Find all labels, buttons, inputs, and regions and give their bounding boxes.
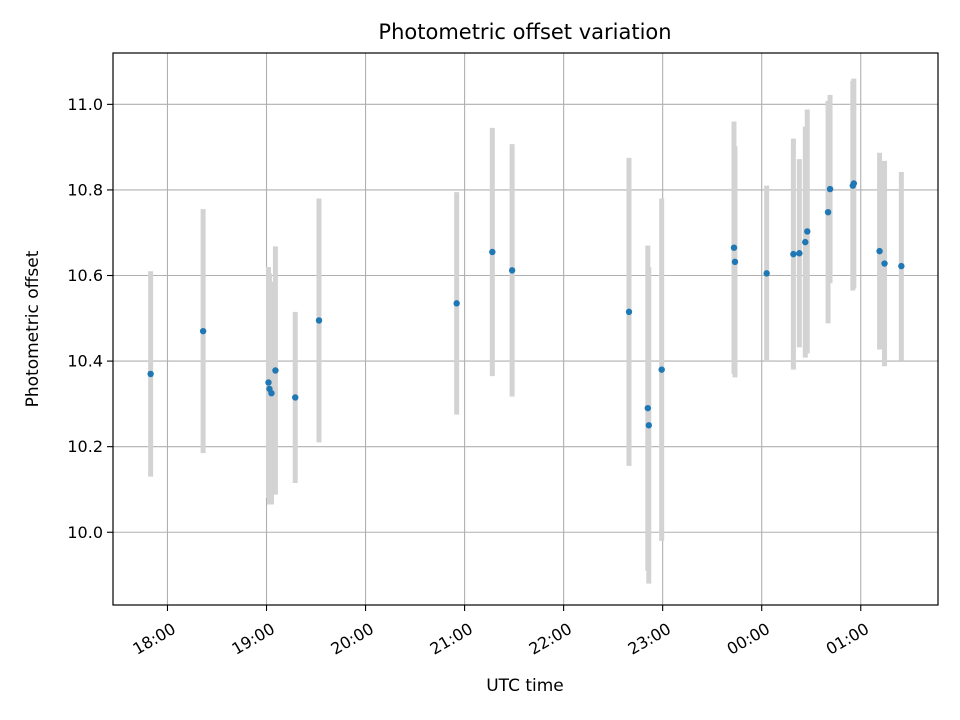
y-tick-label: 10.6: [67, 266, 103, 285]
data-point: [802, 238, 809, 246]
y-tick-label: 10.8: [67, 180, 103, 199]
data-point: [763, 270, 770, 277]
data-point: [508, 267, 516, 274]
data-point: [453, 300, 460, 307]
data-point: [731, 258, 739, 266]
data-point: [268, 389, 275, 397]
data-points: [147, 180, 905, 429]
data-point: [272, 367, 279, 374]
x-axis-label: UTC time: [486, 676, 564, 696]
data-point: [730, 244, 738, 251]
errorbars: [148, 78, 904, 584]
data-point: [625, 308, 633, 316]
data-point: [489, 248, 496, 256]
x-tick-label: 20:00: [328, 619, 377, 659]
x-tick-label: 21:00: [427, 619, 476, 659]
data-point: [645, 422, 653, 429]
data-point: [147, 370, 154, 378]
x-tick-label: 18:00: [129, 619, 178, 659]
x-tick-label: 22:00: [526, 619, 575, 659]
y-tick-label: 10.0: [67, 523, 103, 542]
data-point: [315, 317, 323, 324]
data-point: [265, 379, 272, 386]
y-tick-label: 11.0: [67, 95, 103, 114]
chart-title: Photometric offset variation: [378, 20, 671, 44]
data-point: [876, 247, 883, 255]
y-tick-label: 10.4: [67, 352, 103, 371]
data-point: [898, 262, 905, 270]
data-point: [292, 394, 299, 401]
grid: [113, 53, 938, 605]
data-point: [790, 250, 797, 258]
data-point: [796, 250, 803, 257]
x-axis-ticks: 18:00 19:00 20:00 21:00 22:00 23:00 00:00 01:00: [129, 605, 872, 659]
x-tick-label: 19:00: [228, 619, 277, 659]
data-point: [824, 208, 832, 216]
data-point: [881, 260, 888, 267]
y-axis-label: Photometric offset: [23, 250, 43, 407]
data-point: [850, 180, 858, 187]
x-tick-label: 01:00: [823, 619, 872, 659]
data-point: [804, 228, 811, 235]
data-point: [199, 327, 207, 335]
x-tick-label: 23:00: [625, 619, 674, 659]
y-tick-label: 10.2: [67, 437, 103, 456]
y-axis-ticks: 10.0 10.2 10.4 10.6 10.8 11.0: [67, 95, 113, 542]
data-point: [826, 185, 834, 193]
x-tick-label: 00:00: [724, 619, 773, 659]
data-point: [644, 404, 652, 412]
data-point: [658, 366, 665, 373]
plot-frame: [112, 52, 939, 606]
